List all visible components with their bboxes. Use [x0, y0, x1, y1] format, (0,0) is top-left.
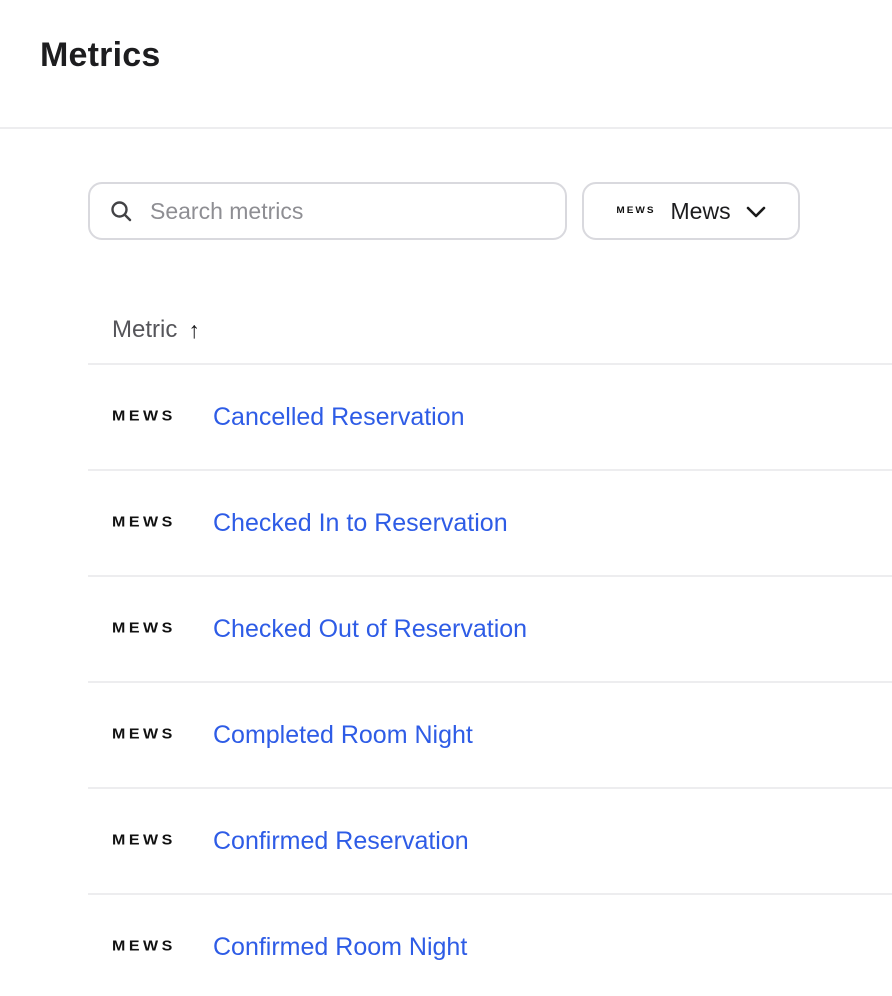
- metric-link[interactable]: Completed Room Night: [213, 720, 473, 749]
- mews-logo-icon: MEWS: [112, 408, 176, 425]
- table-row: MEWS Confirmed Room Night: [88, 895, 892, 996]
- mews-logo-icon: MEWS: [616, 205, 656, 216]
- metrics-table: Metric ↑ MEWS Cancelled Reservation MEWS…: [88, 240, 892, 996]
- table-row: MEWS Completed Room Night: [88, 683, 892, 789]
- search-box[interactable]: [88, 182, 567, 240]
- search-icon: [109, 199, 133, 223]
- sort-ascending-icon: ↑: [188, 317, 200, 343]
- column-header-metric[interactable]: Metric ↑: [88, 240, 892, 365]
- mews-logo-icon: MEWS: [112, 938, 176, 955]
- chevron-down-icon: [746, 204, 766, 218]
- table-row: MEWS Cancelled Reservation: [88, 365, 892, 471]
- source-picker-dropdown[interactable]: MEWS Mews: [582, 182, 800, 240]
- column-header-label: Metric: [112, 316, 178, 343]
- page-title: Metrics: [40, 36, 161, 74]
- search-input[interactable]: [150, 197, 549, 225]
- metric-link[interactable]: Checked Out of Reservation: [213, 614, 528, 643]
- mews-logo-icon: MEWS: [112, 726, 176, 743]
- page-header: Metrics: [0, 0, 892, 129]
- metric-link[interactable]: Checked In to Reservation: [213, 508, 508, 537]
- source-picker-label: Mews: [670, 197, 731, 224]
- table-row: MEWS Checked Out of Reservation: [88, 577, 892, 683]
- toolbar: MEWS Mews: [88, 182, 892, 240]
- mews-logo-icon: MEWS: [112, 514, 176, 531]
- metrics-browser: MEWS Mews Metric ↑ MEWS Cancelled Reserv…: [0, 182, 892, 996]
- metric-link[interactable]: Confirmed Room Night: [213, 932, 468, 961]
- metric-link[interactable]: Cancelled Reservation: [213, 402, 465, 431]
- mews-logo-icon: MEWS: [112, 620, 176, 637]
- mews-logo-icon: MEWS: [112, 832, 176, 849]
- metric-link[interactable]: Confirmed Reservation: [213, 826, 469, 855]
- table-row: MEWS Confirmed Reservation: [88, 789, 892, 895]
- table-row: MEWS Checked In to Reservation: [88, 471, 892, 577]
